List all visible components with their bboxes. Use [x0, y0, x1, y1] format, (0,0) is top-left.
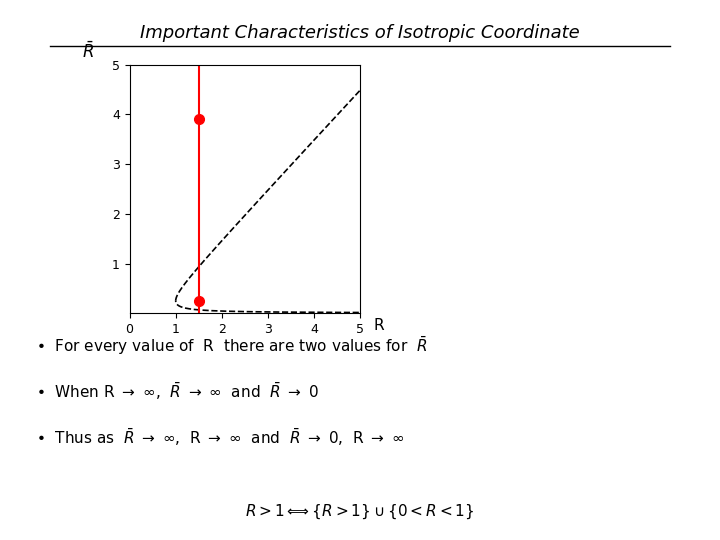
Text: •  For every value of  R  there are two values for  $\bar{R}$: • For every value of R there are two val… — [36, 335, 427, 357]
Text: Important Characteristics of Isotropic Coordinate: Important Characteristics of Isotropic C… — [140, 24, 580, 42]
Text: $R > 1 \Longleftrightarrow \{R > 1\} \cup \{0 < R < 1\}$: $R > 1 \Longleftrightarrow \{R > 1\} \cu… — [246, 502, 474, 521]
Text: •  Thus as  $\bar{R}$ $\rightarrow$ $\infty$,  R $\rightarrow$ $\infty$  and  $\: • Thus as $\bar{R}$ $\rightarrow$ $\inft… — [36, 427, 405, 448]
Text: •  When R $\rightarrow$ $\infty$,  $\bar{R}$ $\rightarrow$ $\infty$  and  $\bar{: • When R $\rightarrow$ $\infty$, $\bar{R… — [36, 381, 319, 402]
X-axis label: R: R — [373, 318, 384, 333]
Y-axis label: $\bar{R}$: $\bar{R}$ — [82, 42, 94, 62]
